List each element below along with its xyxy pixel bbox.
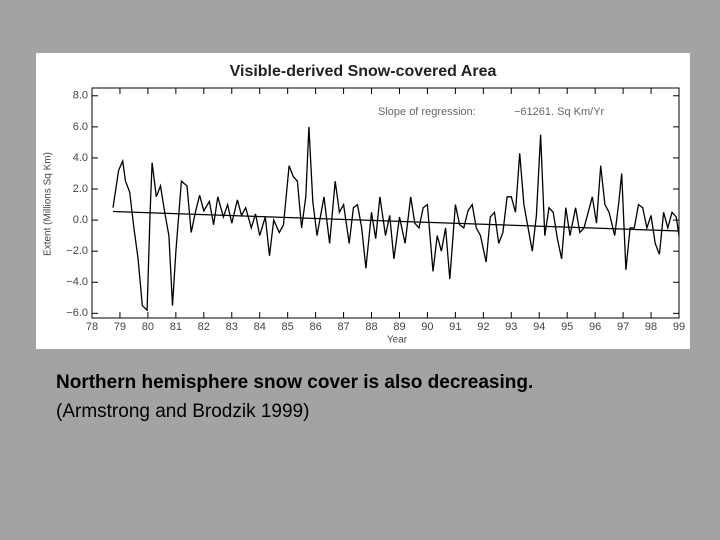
y-axis-label: Extent (Millions Sq Km) (43, 152, 54, 256)
y-tick-label: 4.0 (73, 152, 88, 164)
x-tick-label: 84 (254, 321, 266, 333)
x-tick-label: 83 (226, 321, 238, 333)
data-line (112, 126, 680, 312)
x-tick-label: 79 (114, 321, 126, 333)
x-tick-label: 91 (449, 321, 461, 333)
x-tick-label: 78 (86, 321, 98, 333)
chart-background (36, 53, 690, 349)
x-tick-label: 98 (645, 321, 657, 333)
y-tick-label: −4.0 (66, 276, 88, 288)
plot-frame (91, 87, 680, 319)
x-tick-label: 85 (282, 321, 294, 333)
x-tick-label: 88 (365, 321, 377, 333)
caption: (Armstrong and Brodzik 1999) (56, 401, 310, 422)
x-tick-label: 82 (198, 321, 210, 333)
x-tick-label: 93 (505, 321, 517, 333)
caption: Northern hemisphere snow cover is also d… (56, 372, 534, 393)
y-tick-label: 2.0 (73, 183, 88, 195)
x-tick-label: 94 (533, 321, 545, 333)
x-tick-label: 95 (561, 321, 573, 333)
x-tick-label: 87 (337, 321, 349, 333)
annotation: −61261. Sq Km/Yr (514, 106, 605, 118)
x-tick-label: 89 (393, 321, 405, 333)
x-tick-label: 90 (421, 321, 433, 333)
x-tick-label: 86 (309, 321, 321, 333)
y-tick-label: 6.0 (73, 121, 88, 133)
x-tick-label: 96 (589, 321, 601, 333)
annotation: Slope of regression: (378, 106, 476, 118)
y-tick-label: 8.0 (73, 90, 88, 102)
x-tick-label: 99 (673, 321, 685, 333)
x-tick-label: 81 (170, 321, 182, 333)
y-tick-label: −6.0 (66, 307, 88, 319)
x-axis-label: Year (387, 335, 408, 346)
x-tick-label: 92 (477, 321, 489, 333)
x-tick-label: 80 (142, 321, 154, 333)
y-tick-label: 0.0 (73, 214, 88, 226)
y-tick-label: −2.0 (66, 245, 88, 257)
chart-title: Visible-derived Snow-covered Area (230, 63, 497, 80)
data-line (112, 210, 680, 232)
x-tick-label: 97 (617, 321, 629, 333)
